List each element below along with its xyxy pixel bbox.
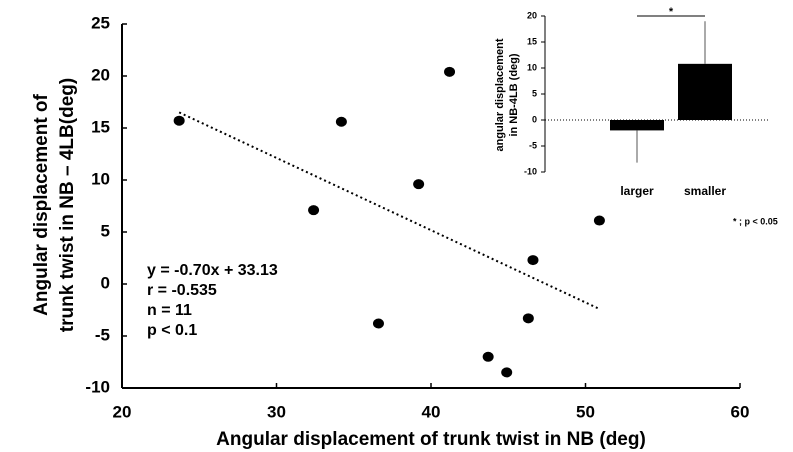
y-tick-label: 15 xyxy=(527,36,537,46)
y-tick-label: 5 xyxy=(532,88,537,98)
inset-y-axis-label: in NB-4LB (deg) xyxy=(508,53,520,136)
annotation: y = -0.70x + 33.13 xyxy=(147,262,278,279)
annotation: p < 0.1 xyxy=(147,322,197,339)
y-axis-label: trunk twist in NB – 4LB(deg) xyxy=(57,78,78,332)
data-point xyxy=(593,215,605,226)
y-tick-label: 20 xyxy=(91,65,110,84)
data-point xyxy=(501,367,513,378)
x-tick-label: larger xyxy=(620,184,654,198)
y-tick-label: 10 xyxy=(527,62,537,72)
x-axis-label: Angular displacement of trunk twist in N… xyxy=(216,429,646,450)
x-tick-label: smaller xyxy=(684,184,726,198)
data-point xyxy=(482,351,494,362)
data-point xyxy=(372,318,384,329)
data-point xyxy=(522,313,534,324)
trendline xyxy=(178,111,600,310)
y-tick-label: 15 xyxy=(91,117,110,136)
y-tick-label: 25 xyxy=(91,13,110,32)
y-tick-label: 0 xyxy=(101,273,110,292)
data-point xyxy=(308,205,320,216)
y-axis-label: Angular displacement of xyxy=(31,93,52,315)
x-tick-label: 60 xyxy=(731,402,750,421)
inset-y-axis-label: angular displacement xyxy=(494,38,506,151)
y-tick-label: 0 xyxy=(532,114,537,124)
y-tick-label: -10 xyxy=(524,166,537,176)
bar xyxy=(610,120,664,131)
y-tick-label: 20 xyxy=(527,10,537,20)
data-point xyxy=(444,66,456,77)
x-tick-label: 40 xyxy=(422,402,441,421)
y-tick-label: -5 xyxy=(95,325,110,344)
y-tick-label: 10 xyxy=(91,169,110,188)
footnote: * ; p < 0.05 xyxy=(733,216,778,226)
data-point xyxy=(527,255,539,266)
significance-label: * xyxy=(669,6,674,18)
y-tick-label: 5 xyxy=(101,221,110,240)
data-point xyxy=(173,115,185,126)
y-tick-label: -10 xyxy=(85,377,110,396)
x-tick-label: 30 xyxy=(267,402,286,421)
bar xyxy=(678,63,732,120)
annotation: n = 11 xyxy=(147,302,192,319)
data-point xyxy=(413,179,425,190)
y-tick-label: -5 xyxy=(529,140,537,150)
annotation: r = -0.535 xyxy=(147,282,217,299)
x-tick-label: 20 xyxy=(113,402,132,421)
data-point xyxy=(335,116,347,127)
x-tick-label: 50 xyxy=(576,402,595,421)
